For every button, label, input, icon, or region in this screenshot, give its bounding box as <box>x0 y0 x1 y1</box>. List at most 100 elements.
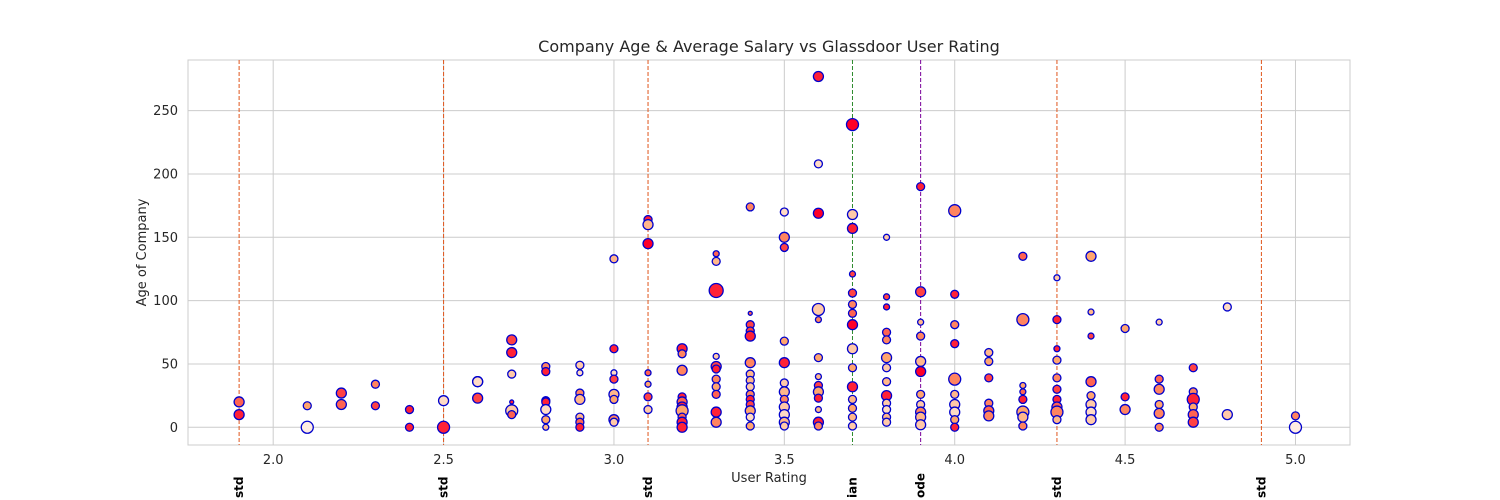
data-point <box>506 346 518 359</box>
data-point <box>541 366 551 377</box>
data-point <box>813 421 824 431</box>
data-point <box>708 282 724 299</box>
data-point <box>1016 312 1030 327</box>
y-axis-label: Age of Company <box>135 198 150 306</box>
data-point <box>1053 345 1061 353</box>
data-point <box>1019 381 1027 390</box>
data-point <box>507 409 517 420</box>
data-point <box>744 357 756 369</box>
data-point <box>779 336 789 346</box>
data-point <box>813 159 824 169</box>
data-point <box>676 364 688 376</box>
data-point <box>948 204 962 218</box>
data-point <box>1119 403 1131 416</box>
data-point <box>507 369 517 379</box>
data-point <box>811 302 826 317</box>
data-point <box>983 410 995 422</box>
data-point <box>984 347 994 358</box>
data-point <box>915 389 926 399</box>
data-point <box>882 233 891 241</box>
x-axis-ticks: 2.0 2.5 3.0 3.5 4.0 4.5 5.0 <box>263 453 1306 468</box>
data-points <box>233 70 1303 434</box>
data-point <box>745 412 755 422</box>
data-point <box>710 406 722 418</box>
y-axis-ticks: 0 50 100 150 200 250 <box>153 104 178 436</box>
data-point <box>711 374 721 384</box>
data-point <box>950 320 960 330</box>
reference-line-label: std <box>232 477 246 498</box>
data-point <box>881 363 892 373</box>
data-point <box>813 393 824 403</box>
data-point <box>1087 308 1095 316</box>
x-tick-label: 4.0 <box>944 453 965 468</box>
data-point <box>881 327 892 337</box>
data-point <box>609 417 619 427</box>
reference-line-label: ode <box>914 473 928 498</box>
data-point <box>712 250 720 258</box>
data-point <box>744 330 756 342</box>
reference-line-labels: std std std ian ode std std <box>232 473 1268 498</box>
data-point <box>436 420 451 434</box>
y-tick-label: 150 <box>153 231 178 246</box>
data-point <box>745 202 755 212</box>
data-point <box>575 360 585 370</box>
data-point <box>1053 274 1061 282</box>
data-point <box>882 303 891 311</box>
data-point <box>233 396 245 408</box>
data-point <box>881 417 892 427</box>
data-point <box>745 421 755 431</box>
data-point <box>846 381 859 393</box>
y-tick-label: 250 <box>153 104 178 119</box>
chart-title: Company Age & Average Salary vs Glassdoo… <box>538 37 1000 56</box>
data-point <box>915 331 926 341</box>
data-point <box>848 270 857 278</box>
data-point <box>540 403 552 416</box>
data-point <box>1052 415 1062 425</box>
data-point <box>712 352 720 360</box>
data-point <box>1052 314 1062 325</box>
data-point <box>1154 422 1164 432</box>
data-point <box>812 70 825 83</box>
data-point <box>950 422 960 432</box>
data-point <box>1052 384 1062 394</box>
data-point <box>846 222 859 235</box>
data-point <box>1085 376 1097 388</box>
data-point <box>300 420 314 434</box>
data-point <box>710 416 722 428</box>
data-point <box>542 423 550 431</box>
data-point <box>779 378 789 388</box>
data-point <box>984 356 994 367</box>
data-point <box>847 394 858 405</box>
data-point <box>1017 411 1029 423</box>
data-point <box>370 401 381 411</box>
reference-line-label: ian <box>845 477 859 498</box>
data-point <box>302 401 312 411</box>
data-point <box>1188 363 1198 373</box>
data-point <box>847 412 858 422</box>
data-point <box>1018 394 1028 405</box>
data-point <box>914 355 927 368</box>
data-point <box>233 408 245 421</box>
x-tick-label: 4.5 <box>1115 453 1136 468</box>
data-point <box>950 389 960 399</box>
data-point <box>779 242 789 253</box>
data-point <box>812 207 825 219</box>
data-point <box>847 299 858 310</box>
data-point <box>847 403 858 413</box>
data-point <box>711 382 721 392</box>
data-point <box>814 405 823 414</box>
data-point <box>881 335 892 345</box>
data-point <box>1085 250 1097 262</box>
data-point <box>914 365 927 378</box>
data-point <box>541 415 551 425</box>
data-point <box>1222 302 1232 312</box>
data-point <box>950 415 960 425</box>
data-point <box>471 392 484 404</box>
data-point <box>677 349 687 359</box>
data-point <box>335 398 347 411</box>
data-point <box>644 369 652 377</box>
y-tick-label: 200 <box>153 167 178 182</box>
y-tick-label: 100 <box>153 294 178 309</box>
data-point <box>847 363 858 373</box>
data-point <box>642 218 654 231</box>
